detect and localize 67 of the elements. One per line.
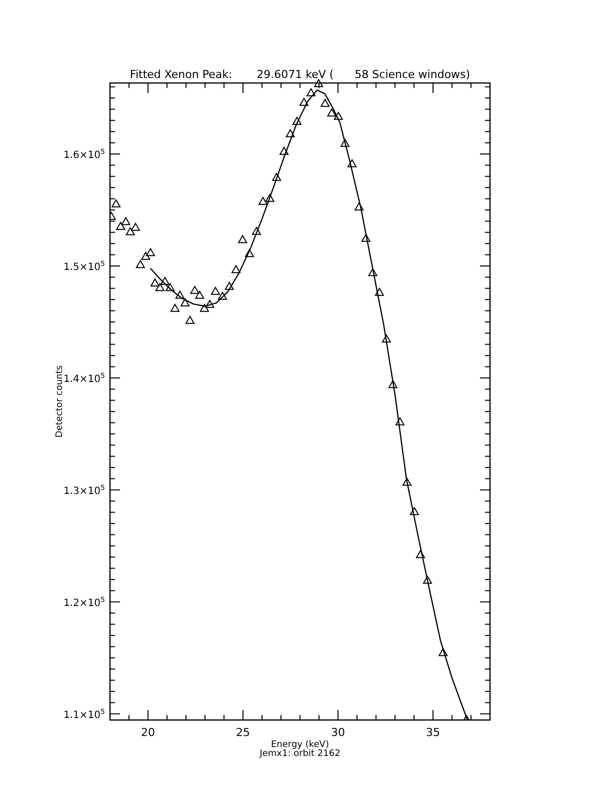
point bbox=[200, 304, 209, 312]
point bbox=[286, 129, 295, 138]
point bbox=[348, 159, 357, 168]
point bbox=[146, 248, 155, 256]
x-axis-title: Energy (keV) bbox=[271, 740, 329, 750]
point bbox=[190, 286, 200, 294]
point bbox=[258, 196, 268, 205]
chart-title: Fitted Xenon Peak: 29.6071 keV ( 58 Science windows) bbox=[130, 68, 470, 81]
point bbox=[382, 334, 391, 342]
point bbox=[280, 146, 289, 155]
point bbox=[354, 202, 364, 210]
point bbox=[368, 268, 378, 276]
point bbox=[130, 222, 140, 231]
y-axis-title: Detector counts bbox=[55, 365, 65, 438]
point bbox=[155, 283, 164, 292]
y-tick-label: 1.5×10$^{5}$ bbox=[64, 260, 105, 273]
point bbox=[126, 227, 135, 236]
point bbox=[314, 79, 324, 88]
x-tick-label: 35 bbox=[426, 726, 440, 739]
point bbox=[334, 112, 343, 120]
point bbox=[170, 304, 180, 312]
point bbox=[306, 88, 316, 96]
point bbox=[340, 138, 350, 147]
point bbox=[231, 265, 240, 274]
point bbox=[224, 282, 234, 290]
point bbox=[252, 226, 261, 235]
x-tick-label: 20 bbox=[141, 726, 155, 739]
point bbox=[395, 417, 404, 426]
point bbox=[195, 290, 204, 299]
point bbox=[205, 300, 214, 308]
point bbox=[374, 288, 384, 296]
y-tick-label: 1.4×10$^{5}$ bbox=[64, 372, 105, 385]
point bbox=[292, 116, 302, 125]
point bbox=[410, 507, 419, 516]
x-tick-label: 25 bbox=[236, 726, 250, 739]
y-tick-label: 1.1×10$^{5}$ bbox=[64, 708, 105, 721]
point bbox=[402, 478, 412, 486]
point bbox=[112, 199, 121, 208]
point bbox=[136, 260, 145, 268]
point bbox=[185, 316, 194, 324]
point bbox=[238, 235, 248, 244]
point bbox=[388, 380, 398, 388]
y-tick-label: 1.2×10$^{5}$ bbox=[64, 596, 105, 609]
point bbox=[272, 172, 282, 181]
y-tick-label: 1.3×10$^{5}$ bbox=[64, 484, 105, 497]
point bbox=[265, 194, 274, 202]
point bbox=[180, 298, 190, 306]
point bbox=[299, 98, 308, 106]
point bbox=[160, 276, 170, 285]
point bbox=[218, 292, 227, 300]
point bbox=[416, 550, 425, 558]
point bbox=[361, 234, 370, 242]
x-tick-label: 30 bbox=[331, 726, 345, 739]
point bbox=[327, 108, 336, 117]
y-tick-label: 1.6×10$^{5}$ bbox=[64, 148, 105, 161]
point bbox=[166, 283, 175, 292]
point bbox=[244, 249, 254, 258]
point bbox=[141, 252, 150, 260]
point bbox=[175, 290, 184, 299]
point bbox=[320, 98, 330, 107]
point bbox=[150, 278, 160, 286]
point bbox=[210, 286, 220, 295]
point bbox=[438, 648, 448, 656]
text: Jemx1: orbit 2162 bbox=[258, 749, 340, 759]
point bbox=[121, 217, 130, 226]
point bbox=[116, 222, 126, 230]
point bbox=[422, 576, 432, 584]
